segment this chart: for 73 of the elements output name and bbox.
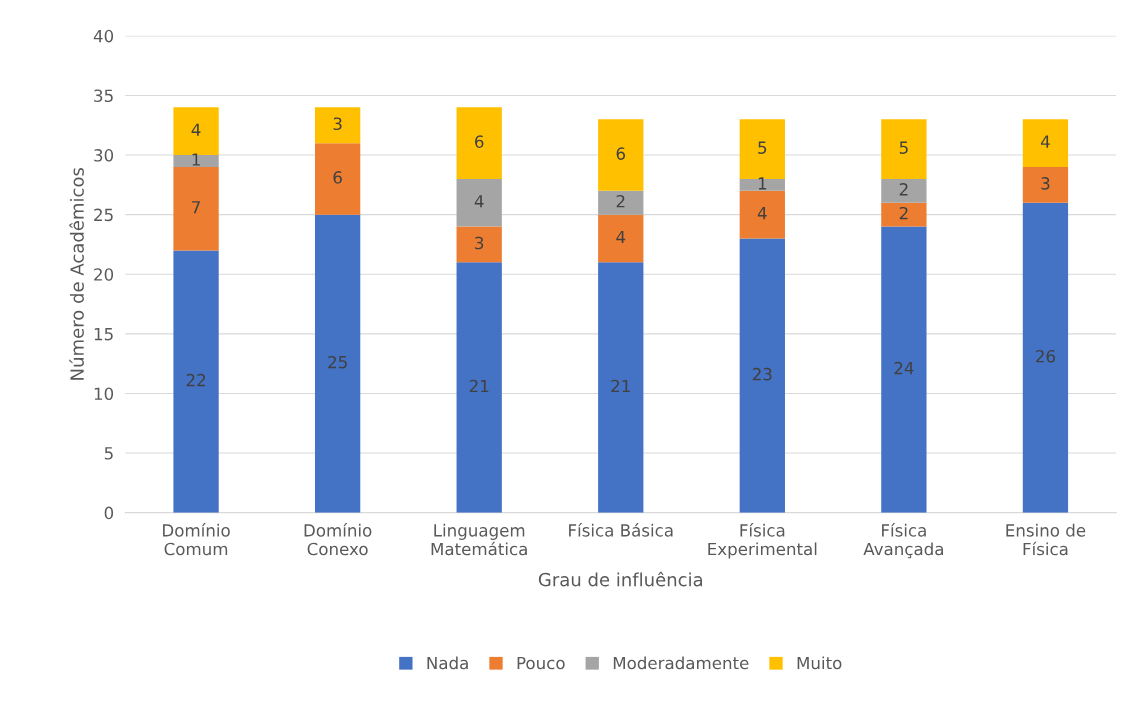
bar: [173, 166, 219, 251]
bar: [456, 262, 502, 513]
data-label: 2: [616, 194, 625, 208]
data-label: 5: [899, 141, 908, 154]
data-label: 3: [475, 236, 484, 250]
data-label: 6: [475, 135, 484, 148]
x-tick-label: Física Experimental: [708, 523, 817, 559]
y-axis-title: Número de Acadêmicos: [69, 167, 84, 380]
bar: [598, 190, 644, 215]
bar: [1022, 119, 1069, 167]
bar: [598, 119, 644, 191]
x-tick-label: Domínio Comum: [163, 523, 230, 556]
legend-label: Moderadamente: [613, 656, 749, 670]
bar: [314, 143, 361, 215]
data-label: 6: [333, 171, 342, 184]
bar: [456, 178, 502, 227]
data-label: 1: [758, 177, 767, 190]
data-label: 5: [758, 141, 767, 154]
y-tick-label: 30: [94, 149, 114, 162]
x-tick-label: Ensino de Física: [1006, 523, 1086, 556]
bar: [881, 202, 927, 227]
data-label: 25: [328, 355, 347, 369]
x-tick-label: Linguagem Matemática: [431, 523, 527, 556]
data-label: 26: [1036, 349, 1055, 363]
bar: [739, 238, 785, 513]
bar: [456, 226, 502, 263]
data-label: 23: [752, 367, 772, 381]
bar: [598, 262, 644, 513]
data-label: 21: [469, 379, 489, 393]
y-tick-label: 35: [94, 89, 113, 103]
legend-label: Nada: [427, 656, 468, 670]
data-label: 4: [191, 123, 201, 136]
bar: [314, 214, 361, 513]
data-label: 21: [611, 379, 630, 393]
data-label: 2: [899, 206, 908, 220]
x-tick-label: Física Básica: [569, 523, 673, 537]
data-label: 1: [192, 153, 200, 166]
y-tick-label: 15: [94, 328, 113, 341]
data-label: 3: [333, 117, 342, 131]
legend-label: Pouco: [517, 656, 565, 670]
bar: [314, 107, 361, 144]
x-tick-label: Física Avançada: [863, 523, 943, 559]
bar: [881, 178, 927, 203]
data-label: 4: [757, 207, 767, 220]
bar: [1022, 166, 1069, 203]
x-tick-label: Domínio Conexo: [304, 523, 372, 556]
y-tick-label: 0: [104, 506, 114, 520]
bar: [739, 178, 785, 191]
x-axis-title: Grau de influência: [538, 571, 703, 587]
y-tick-label: 20: [94, 268, 114, 281]
data-label: 22: [186, 373, 206, 387]
data-label: 6: [616, 147, 626, 160]
bar: [881, 119, 927, 179]
data-label: 4: [1040, 135, 1050, 148]
legend-label: Muito: [797, 656, 842, 670]
bar: [173, 155, 219, 167]
bar: [739, 119, 785, 179]
y-tick-label: 40: [93, 29, 114, 43]
data-label: 4: [474, 195, 484, 208]
data-label: 7: [192, 201, 200, 214]
bar: [598, 214, 644, 263]
data-label: 4: [616, 230, 626, 244]
bar: [739, 190, 785, 239]
data-label: 2: [899, 183, 908, 196]
y-tick-label: 25: [94, 208, 113, 222]
bar: [881, 226, 927, 513]
data-label: 24: [894, 361, 914, 375]
bar: [173, 250, 219, 513]
bar: [456, 107, 502, 179]
y-tick-label: 5: [104, 447, 113, 460]
data-label: 3: [1041, 177, 1050, 190]
y-tick-label: 10: [94, 387, 114, 401]
bar: [1022, 202, 1069, 513]
